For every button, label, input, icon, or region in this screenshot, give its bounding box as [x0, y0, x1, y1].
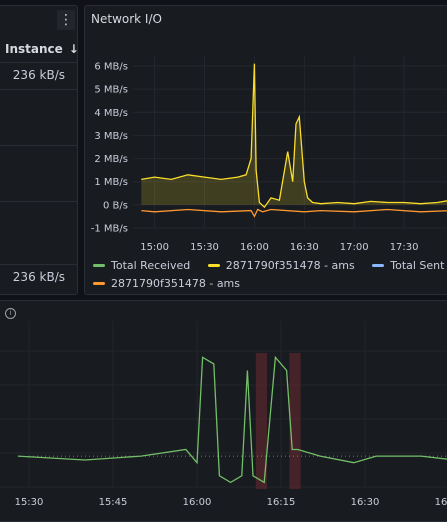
sort-descending-icon: ↓: [68, 42, 78, 56]
column-header-instance[interactable]: Instance ↓: [5, 42, 78, 56]
y-tick-label: 3 MB/s: [94, 131, 128, 142]
legend-label: Total Received: [111, 259, 191, 272]
legend-swatch: [93, 264, 105, 267]
x-tick-label: 16:00: [240, 242, 269, 253]
network-io-panel: Network I/O 6 MB/s 5 MB/s 4 MB/s 3 MB/s 2 MB…: [84, 5, 447, 295]
chart-legend-row-2: 2871790f351478 - ams: [93, 275, 254, 290]
info-icon[interactable]: i: [5, 308, 16, 319]
x-tick-label: 15:30: [190, 242, 219, 253]
table-divider: [0, 145, 77, 146]
legend-item-received-ams[interactable]: 2871790f351478 - ams: [207, 259, 355, 272]
legend-item-sent-ams[interactable]: 2871790f351478 - ams: [93, 277, 240, 290]
legend-item-total-sent[interactable]: Total Sent: [372, 259, 444, 272]
x-tick-label: 17:00: [340, 242, 369, 253]
table-divider: [0, 201, 77, 202]
legend-item-total-received[interactable]: Total Received: [93, 259, 190, 272]
table-divider: [0, 89, 77, 90]
table-cell-value: 236 kB/s: [12, 270, 65, 284]
table-divider: [0, 62, 77, 63]
table-divider: [0, 264, 77, 265]
y-tick-label: 2 MB/s: [94, 154, 128, 165]
legend-swatch: [93, 282, 105, 285]
annotation-region: [255, 353, 267, 489]
chart-legend: Total Received 2871790f351478 - ams Tota…: [93, 257, 447, 272]
instance-table-panel: ⋮ Instance ↓ 236 kB/s 236 kB/s: [0, 5, 78, 295]
series-area: [141, 63, 447, 208]
y-tick-label: 5 MB/s: [94, 85, 128, 96]
x-tick-label: 17:30: [390, 242, 419, 253]
legend-label: Total Sent: [390, 259, 445, 272]
y-tick-label: 4 MB/s: [94, 108, 128, 119]
legend-swatch: [372, 264, 385, 267]
x-tick-label: 16:45: [435, 497, 447, 508]
series-line: [17, 355, 447, 484]
legend-label: 2871790f351478 - ams: [225, 259, 355, 272]
x-tick-label: 16:15: [267, 497, 296, 508]
panel-title: Network I/O: [91, 12, 162, 26]
legend-swatch: [207, 264, 220, 267]
y-tick-label: 6 MB/s: [94, 62, 128, 73]
series-line: [141, 208, 447, 218]
y-tick-label: 0 B/s: [103, 200, 128, 211]
y-tick-label: 1 MB/s: [94, 177, 128, 188]
x-tick-label: 16:30: [351, 497, 380, 508]
panel-menu-icon[interactable]: ⋮: [57, 10, 75, 30]
y-tick-label: -1 MB/s: [91, 224, 128, 235]
annotation-region: [289, 353, 301, 489]
legend-label: 2871790f351478 - ams: [111, 277, 241, 290]
network-timeseries-panel: i 15:3015:4516:0016:1516:3016:4517:0017:…: [0, 300, 447, 522]
x-tick-label: 15:00: [140, 242, 169, 253]
x-tick-label: 16:00: [183, 497, 212, 508]
network-io-chart[interactable]: 6 MB/s 5 MB/s 4 MB/s 3 MB/s 2 MB/s 1 MB/s 0 B/…: [85, 6, 447, 256]
x-tick-label: 15:45: [99, 497, 128, 508]
x-tick-label: 15:30: [15, 497, 44, 508]
network-timeseries-chart[interactable]: 15:3015:4516:0016:1516:3016:4517:0017:15…: [0, 301, 447, 522]
column-header-label: Instance: [5, 42, 63, 56]
table-cell-value: 236 kB/s: [12, 68, 65, 82]
x-tick-label: 16:30: [290, 242, 319, 253]
series-line: [141, 63, 447, 209]
